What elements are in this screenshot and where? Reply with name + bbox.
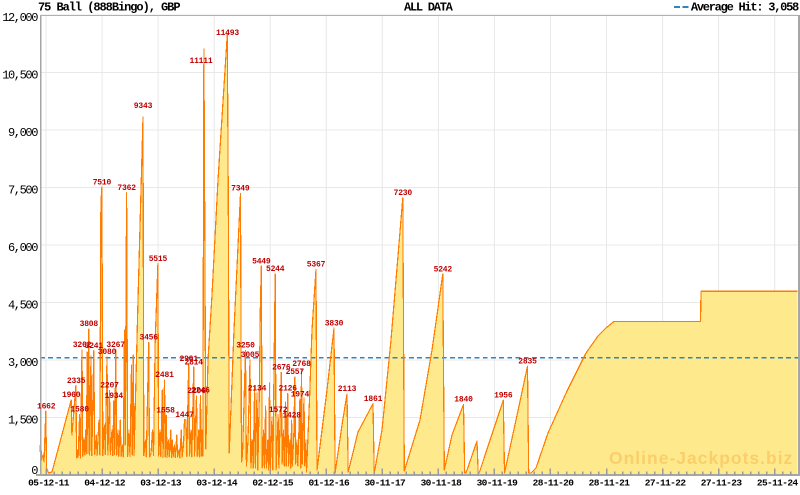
svg-text:1840: 1840	[454, 396, 473, 405]
svg-text:1974: 1974	[291, 391, 310, 400]
svg-text:3241: 3241	[85, 342, 104, 351]
svg-text:2901: 2901	[179, 355, 198, 364]
svg-text:1580: 1580	[70, 406, 89, 415]
svg-text:3830: 3830	[325, 319, 344, 328]
svg-text:3808: 3808	[80, 320, 99, 329]
svg-text:0: 0	[31, 464, 38, 478]
svg-text:28-11-21: 28-11-21	[589, 477, 631, 488]
svg-text:3005: 3005	[241, 351, 260, 360]
svg-text:2814: 2814	[184, 358, 203, 367]
svg-text:6,000: 6,000	[8, 241, 38, 255]
svg-text:05-12-11: 05-12-11	[28, 477, 70, 488]
svg-text:5367: 5367	[307, 261, 326, 270]
svg-text:Average Hit: 3,058: Average Hit: 3,058	[691, 1, 799, 15]
svg-text:3250: 3250	[236, 342, 255, 351]
svg-text:2481: 2481	[155, 371, 174, 380]
svg-text:9343: 9343	[134, 102, 153, 111]
svg-text:11111: 11111	[189, 57, 212, 66]
svg-text:1428: 1428	[282, 412, 301, 421]
svg-text:3456: 3456	[139, 334, 158, 343]
svg-text:30-11-17: 30-11-17	[364, 477, 406, 488]
svg-text:2768: 2768	[292, 360, 311, 369]
svg-text:7,500: 7,500	[8, 184, 38, 198]
svg-text:2207: 2207	[100, 382, 119, 391]
svg-text:1861: 1861	[364, 395, 383, 404]
svg-text:2335: 2335	[67, 377, 86, 386]
svg-text:1447: 1447	[175, 411, 194, 420]
svg-text:7362: 7362	[117, 184, 136, 193]
svg-text:03-12-14: 03-12-14	[196, 477, 238, 488]
svg-text:5242: 5242	[434, 265, 453, 274]
svg-text:Online-Jackpots.biz: Online-Jackpots.biz	[609, 448, 793, 468]
svg-text:01-12-16: 01-12-16	[308, 477, 350, 488]
svg-text:3267: 3267	[106, 341, 125, 350]
svg-text:03-12-13: 03-12-13	[140, 477, 182, 488]
svg-text:1960: 1960	[62, 391, 81, 400]
svg-text:04-12-12: 04-12-12	[84, 477, 126, 488]
svg-text:11493: 11493	[216, 29, 239, 38]
svg-text:1558: 1558	[156, 407, 175, 416]
svg-text:75 Ball (888Bingo), GBP: 75 Ball (888Bingo), GBP	[38, 1, 180, 15]
svg-text:12,000: 12,000	[2, 11, 38, 25]
svg-text:25-11-24: 25-11-24	[757, 477, 799, 488]
svg-text:27-11-23: 27-11-23	[701, 477, 743, 488]
svg-text:2134: 2134	[248, 384, 267, 393]
svg-text:3,000: 3,000	[8, 356, 38, 370]
svg-text:3080: 3080	[98, 348, 117, 357]
svg-text:02-12-15: 02-12-15	[252, 477, 294, 488]
svg-text:30-11-19: 30-11-19	[477, 477, 519, 488]
svg-text:30-11-18: 30-11-18	[421, 477, 463, 488]
svg-text:2835: 2835	[518, 358, 537, 367]
svg-text:1956: 1956	[494, 391, 513, 400]
svg-text:27-11-22: 27-11-22	[645, 477, 687, 488]
svg-text:2206: 2206	[187, 387, 206, 396]
svg-text:2246: 2246	[191, 387, 210, 396]
svg-text:5244: 5244	[266, 265, 285, 274]
svg-text:2676: 2676	[272, 364, 291, 373]
svg-text:9,000: 9,000	[8, 126, 38, 140]
svg-text:10,500: 10,500	[2, 69, 38, 83]
svg-text:2126: 2126	[278, 385, 297, 394]
svg-text:3262: 3262	[73, 341, 92, 350]
svg-text:1934: 1934	[105, 392, 124, 401]
svg-text:5515: 5515	[149, 255, 168, 264]
svg-text:7349: 7349	[231, 185, 250, 194]
svg-text:2113: 2113	[338, 385, 357, 394]
svg-text:7510: 7510	[93, 178, 112, 187]
svg-text:ALL DATA: ALL DATA	[404, 1, 454, 15]
svg-text:4,500: 4,500	[8, 299, 38, 313]
svg-text:1572: 1572	[269, 406, 288, 415]
svg-text:1,500: 1,500	[8, 414, 38, 428]
svg-text:28-11-20: 28-11-20	[533, 477, 575, 488]
svg-text:7230: 7230	[394, 189, 413, 198]
svg-text:2557: 2557	[286, 368, 305, 377]
svg-text:5449: 5449	[252, 257, 271, 266]
svg-text:1662: 1662	[37, 403, 56, 412]
